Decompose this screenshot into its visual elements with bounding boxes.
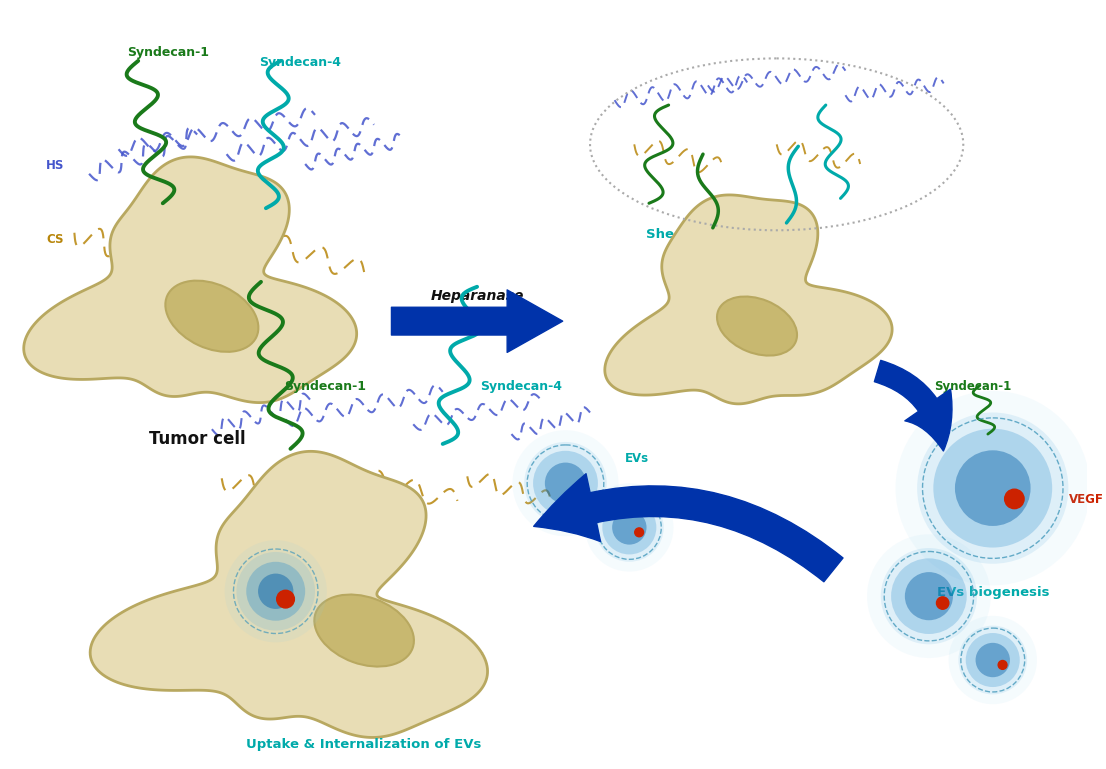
Circle shape	[937, 597, 949, 609]
Text: Syndecan-1: Syndecan-1	[127, 46, 209, 59]
Circle shape	[533, 451, 598, 516]
Circle shape	[612, 510, 647, 544]
Polygon shape	[605, 195, 893, 404]
Text: EVs: EVs	[625, 451, 649, 464]
Circle shape	[225, 540, 326, 642]
Circle shape	[867, 534, 991, 658]
Circle shape	[635, 528, 644, 537]
Circle shape	[880, 548, 977, 644]
Text: Syndecan-1: Syndecan-1	[935, 380, 1012, 393]
Circle shape	[237, 552, 315, 631]
Circle shape	[603, 501, 656, 554]
Circle shape	[896, 391, 1091, 585]
Circle shape	[966, 633, 1020, 687]
Circle shape	[524, 442, 607, 524]
Text: Syndecan-1: Syndecan-1	[284, 380, 366, 393]
Polygon shape	[23, 157, 356, 403]
Text: VEGF: VEGF	[1070, 494, 1104, 507]
Circle shape	[949, 616, 1037, 704]
Text: HS: HS	[45, 159, 64, 172]
Circle shape	[545, 463, 586, 504]
Circle shape	[891, 558, 967, 634]
Text: CS: CS	[46, 232, 63, 245]
Ellipse shape	[314, 594, 414, 667]
Polygon shape	[91, 451, 488, 737]
Ellipse shape	[166, 281, 259, 352]
Text: Uptake & Internalization of EVs: Uptake & Internalization of EVs	[247, 738, 482, 751]
Circle shape	[959, 626, 1027, 694]
Text: Syndecan-4: Syndecan-4	[259, 56, 342, 68]
Text: Heparanase: Heparanase	[430, 288, 524, 302]
Circle shape	[975, 643, 1010, 677]
Circle shape	[595, 493, 664, 562]
Ellipse shape	[717, 297, 797, 355]
Text: Syndecan-4: Syndecan-4	[480, 380, 562, 393]
Circle shape	[954, 451, 1031, 526]
Circle shape	[917, 412, 1068, 564]
Circle shape	[1004, 489, 1024, 508]
Circle shape	[512, 430, 618, 536]
Text: EVs biogenesis: EVs biogenesis	[937, 586, 1048, 599]
Circle shape	[258, 574, 293, 609]
Circle shape	[247, 562, 305, 621]
Circle shape	[276, 591, 294, 608]
Text: Tumor cell: Tumor cell	[149, 430, 246, 448]
Circle shape	[933, 428, 1052, 548]
Circle shape	[585, 483, 674, 571]
Text: Shedding of HSPGs: Shedding of HSPGs	[646, 228, 790, 241]
Circle shape	[998, 661, 1006, 669]
Circle shape	[572, 484, 583, 494]
Circle shape	[905, 572, 953, 621]
